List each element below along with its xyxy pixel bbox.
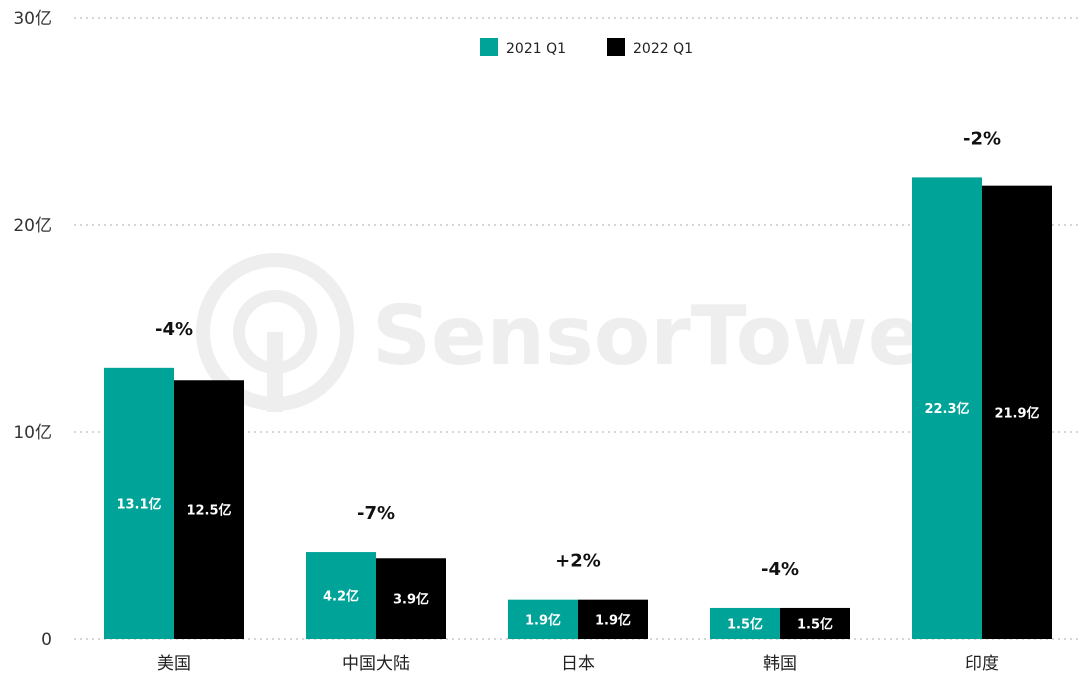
legend-swatch	[607, 38, 625, 56]
watermark-text: SensorTower	[372, 289, 964, 384]
bar-2021q1	[710, 607, 780, 639]
bar-2021q1	[306, 552, 376, 639]
change-percent-label: +2%	[555, 551, 601, 572]
category-label: 韩国	[763, 654, 797, 674]
bar-2022q1	[376, 558, 446, 639]
y-tick-label: 10亿	[13, 423, 52, 443]
bar-2022q1	[174, 380, 244, 639]
bar-value-label: 21.9亿	[994, 405, 1039, 421]
bar-value-label: 22.3亿	[924, 401, 969, 417]
bar-2022q1	[780, 607, 850, 639]
legend-swatch	[480, 38, 498, 56]
bar-value-label: 4.2亿	[323, 589, 359, 605]
bar-2021q1	[508, 599, 578, 639]
y-tick-label: 0	[41, 630, 52, 650]
change-percent-label: -4%	[761, 559, 799, 580]
category-label: 美国	[157, 654, 191, 674]
bar-value-label: 3.9亿	[393, 592, 429, 608]
bar-value-label: 1.5亿	[727, 616, 763, 632]
sensortower-watermark: SensorTower	[196, 253, 964, 412]
bar-value-label: 13.1亿	[116, 496, 161, 512]
bar-value-label: 1.5亿	[797, 616, 833, 632]
bar-2022q1	[982, 185, 1052, 640]
bar-2022q1	[578, 599, 648, 639]
bar-value-label: 1.9亿	[595, 612, 631, 628]
change-percent-label: -4%	[155, 319, 193, 340]
bar-2021q1	[104, 367, 174, 639]
y-tick-label: 20亿	[13, 216, 52, 236]
y-tick-label: 30亿	[13, 9, 52, 29]
bar-value-label: 12.5亿	[186, 503, 231, 519]
category-label: 印度	[965, 654, 999, 674]
category-label: 中国大陆	[342, 654, 410, 674]
category-label: 日本	[561, 654, 595, 674]
change-percent-label: -7%	[357, 503, 395, 524]
legend-label: 2021 Q1	[506, 41, 566, 57]
bar-2021q1	[912, 177, 982, 639]
bar-value-label: 1.9亿	[525, 612, 561, 628]
change-percent-label: -2%	[963, 128, 1001, 149]
legend-label: 2022 Q1	[633, 41, 693, 57]
